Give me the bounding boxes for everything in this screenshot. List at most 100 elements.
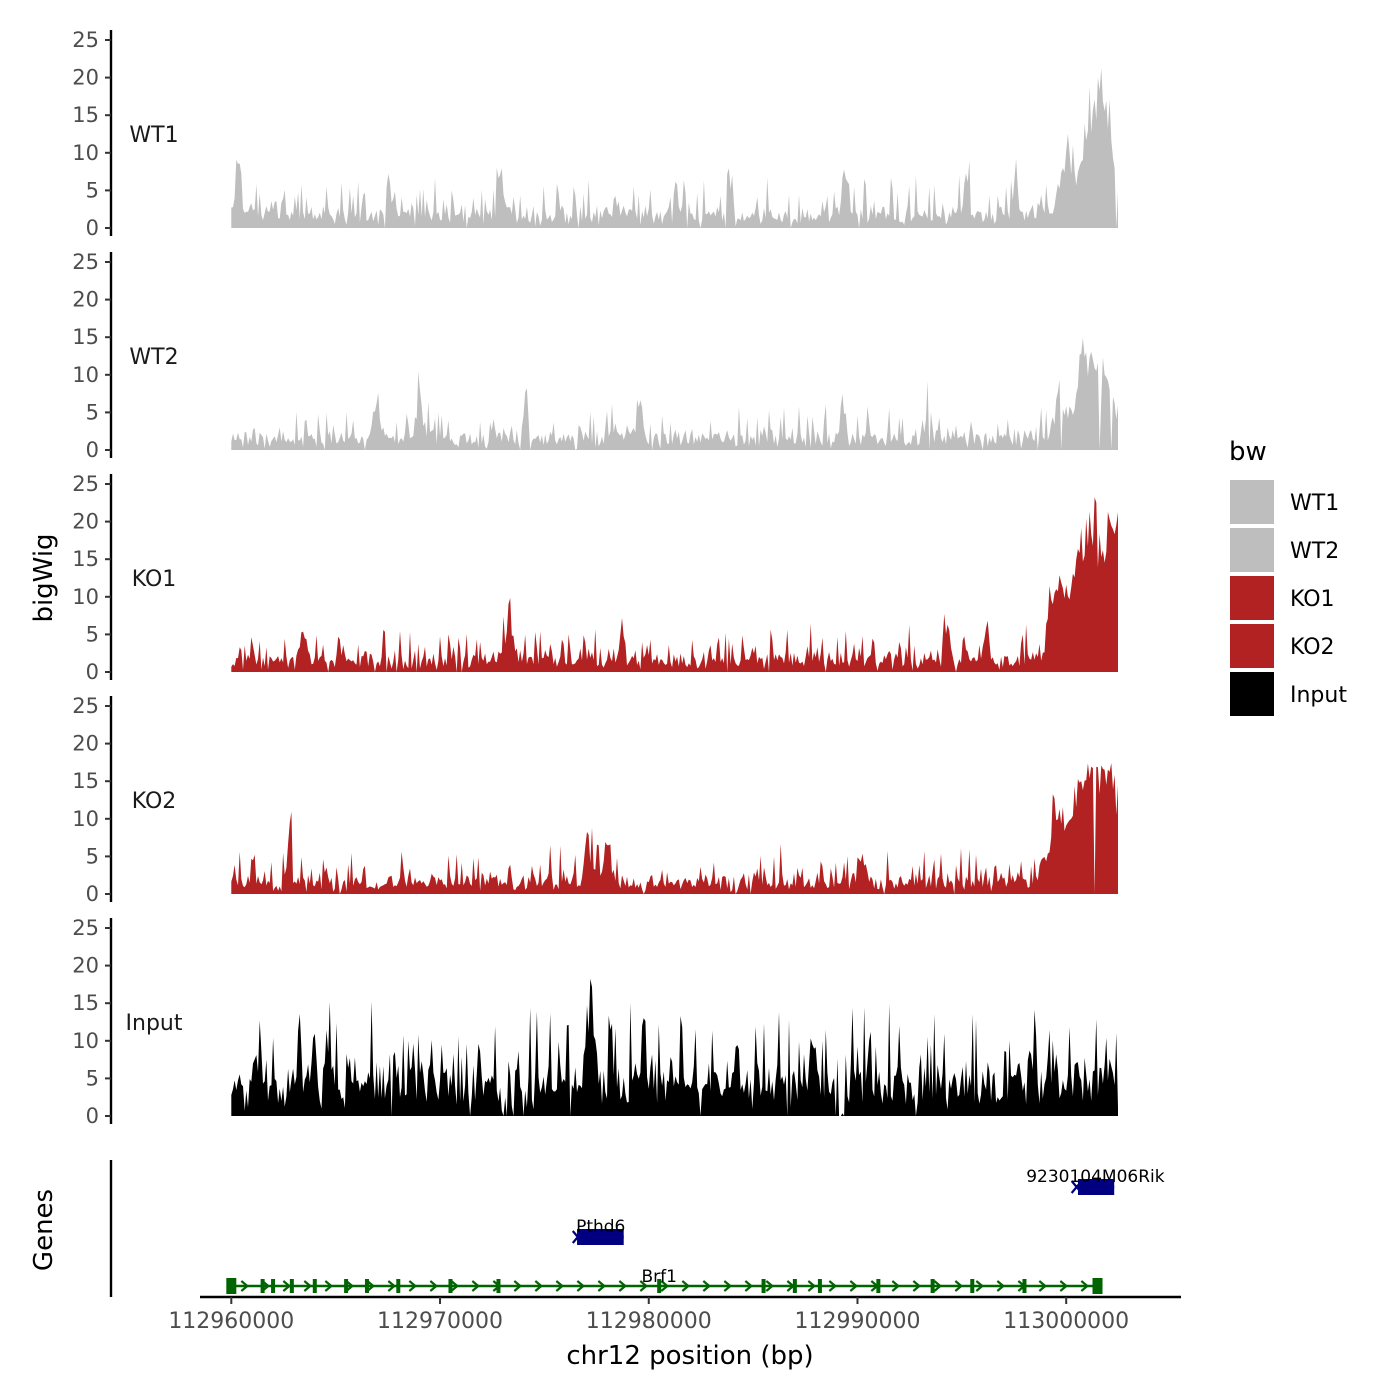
gene-exon [792, 1279, 797, 1293]
strand-arrow [954, 1280, 964, 1292]
bigwig-tracks: 0 5 10 15 20 25 WT1 0 5 10 15 20 25 WT2 0 5 10 15 20 25 KO1 0… [72, 28, 1119, 1128]
strand-arrow [681, 1280, 691, 1292]
gene-exon-block [1086, 1179, 1115, 1195]
y-tick-label: 20 [72, 288, 99, 312]
strand-arrow [723, 1280, 733, 1292]
track-area-ko2 [231, 763, 1119, 894]
y-tick-label: 20 [72, 66, 99, 90]
y-tick-label: 15 [72, 547, 99, 571]
track-label-ko2: KO2 [132, 789, 177, 814]
gene-exon [876, 1279, 881, 1293]
strand-arrow [450, 1280, 460, 1292]
y-tick-label: 15 [72, 991, 99, 1015]
gene-exon [496, 1279, 501, 1293]
x-axis: 112960000 112970000 112980000 112990000 1130… [168, 1295, 1181, 1334]
strand-arrow [849, 1280, 859, 1292]
strand-arrow [660, 1280, 670, 1292]
gene-exon [1022, 1279, 1027, 1293]
genes-panel: Brf1 Pthd6 9230104M06Rik [109, 1160, 1165, 1297]
strand-arrow [240, 1280, 250, 1292]
y-tick-label: 5 [86, 400, 99, 424]
gene-9230104m06rik: 9230104M06Rik [1026, 1167, 1165, 1195]
legend-label-wt1: WT1 [1290, 491, 1339, 516]
y-tick-label: 25 [72, 916, 99, 940]
strand-arrow [387, 1280, 397, 1292]
legend: bw WT1 WT2 KO1 KO2 Input [1229, 437, 1347, 716]
y-tick-label: 5 [86, 178, 99, 202]
x-tick-label: 113000000 [1003, 1309, 1129, 1334]
strand-arrow [366, 1280, 376, 1292]
track-label-wt2: WT2 [129, 345, 178, 370]
strand-arrow [597, 1280, 607, 1292]
y-tick-label: 5 [86, 1066, 99, 1090]
strand-arrow [891, 1280, 901, 1292]
track-wt2: 0 5 10 15 20 25 WT2 [72, 250, 1119, 462]
strand-arrow [765, 1280, 775, 1292]
gene-exon [761, 1279, 766, 1293]
legend-label-ko2: KO2 [1290, 635, 1335, 660]
strand-arrow [639, 1280, 649, 1292]
strand-arrow [555, 1280, 565, 1292]
y-axis-title: bigWig [29, 533, 59, 622]
track-area-input [231, 978, 1119, 1116]
x-tick-label: 112970000 [377, 1309, 503, 1334]
gene-exon [271, 1279, 276, 1293]
track-area-wt1 [231, 68, 1119, 228]
legend-key-wt2 [1230, 528, 1274, 572]
gene-start-marker [571, 1230, 584, 1244]
y-tick-label: 0 [86, 216, 99, 240]
legend-key-input [1230, 672, 1274, 716]
y-tick-label: 5 [86, 844, 99, 868]
y-tick-label: 25 [72, 250, 99, 274]
track-label-wt1: WT1 [129, 123, 178, 148]
gene-exon [344, 1279, 349, 1293]
gene-exon [289, 1279, 294, 1293]
legend-title: bw [1229, 437, 1267, 467]
gene-exon [226, 1278, 237, 1294]
gene-exon [657, 1279, 662, 1293]
strand-arrow [933, 1280, 943, 1292]
y-tick-label: 10 [72, 585, 99, 609]
y-tick-label: 15 [72, 325, 99, 349]
legend-key-ko1 [1230, 576, 1274, 620]
strand-arrow [618, 1280, 628, 1292]
track-ko1: 0 5 10 15 20 25 KO1 [72, 472, 1119, 684]
y-tick-label: 20 [72, 510, 99, 534]
x-axis-title: chr12 position (bp) [566, 1341, 813, 1371]
legend-key-wt1 [1230, 480, 1274, 524]
y-tick-label: 10 [72, 363, 99, 387]
y-tick-label: 0 [86, 438, 99, 462]
gene-exon-block [587, 1229, 624, 1245]
strand-arrow [534, 1280, 544, 1292]
gene-exon [1092, 1278, 1103, 1294]
gene-exon [817, 1279, 822, 1293]
gene-pthd6: Pthd6 [571, 1217, 625, 1245]
y-tick-label: 25 [72, 694, 99, 718]
strand-arrow [345, 1280, 355, 1292]
x-tick-label: 112960000 [168, 1309, 294, 1334]
strand-arrow [744, 1280, 754, 1292]
y-tick-label: 20 [72, 732, 99, 756]
y-tick-label: 10 [72, 1029, 99, 1053]
gene-label-9230104m06rik: 9230104M06Rik [1026, 1167, 1165, 1187]
y-tick-label: 25 [72, 28, 99, 52]
gene-exon [930, 1279, 935, 1293]
strand-arrow [975, 1280, 985, 1292]
gene-label-pthd6: Pthd6 [576, 1217, 625, 1237]
gene-brf1: Brf1 [226, 1267, 1103, 1294]
strand-arrow [807, 1280, 817, 1292]
gene-exon [396, 1279, 401, 1293]
strand-arrow [996, 1280, 1006, 1292]
y-tick-label: 10 [72, 807, 99, 831]
strand-arrow [828, 1280, 838, 1292]
y-tick-label: 10 [72, 141, 99, 165]
strand-arrow [282, 1280, 292, 1292]
y-tick-label: 25 [72, 472, 99, 496]
y-tick-label: 0 [86, 1104, 99, 1128]
x-tick-label: 112980000 [586, 1309, 712, 1334]
track-area-wt2 [231, 337, 1119, 450]
strand-arrow [1059, 1280, 1069, 1292]
gene-exon [448, 1279, 453, 1293]
track-label-ko1: KO1 [132, 567, 177, 592]
strand-arrow [1038, 1280, 1048, 1292]
